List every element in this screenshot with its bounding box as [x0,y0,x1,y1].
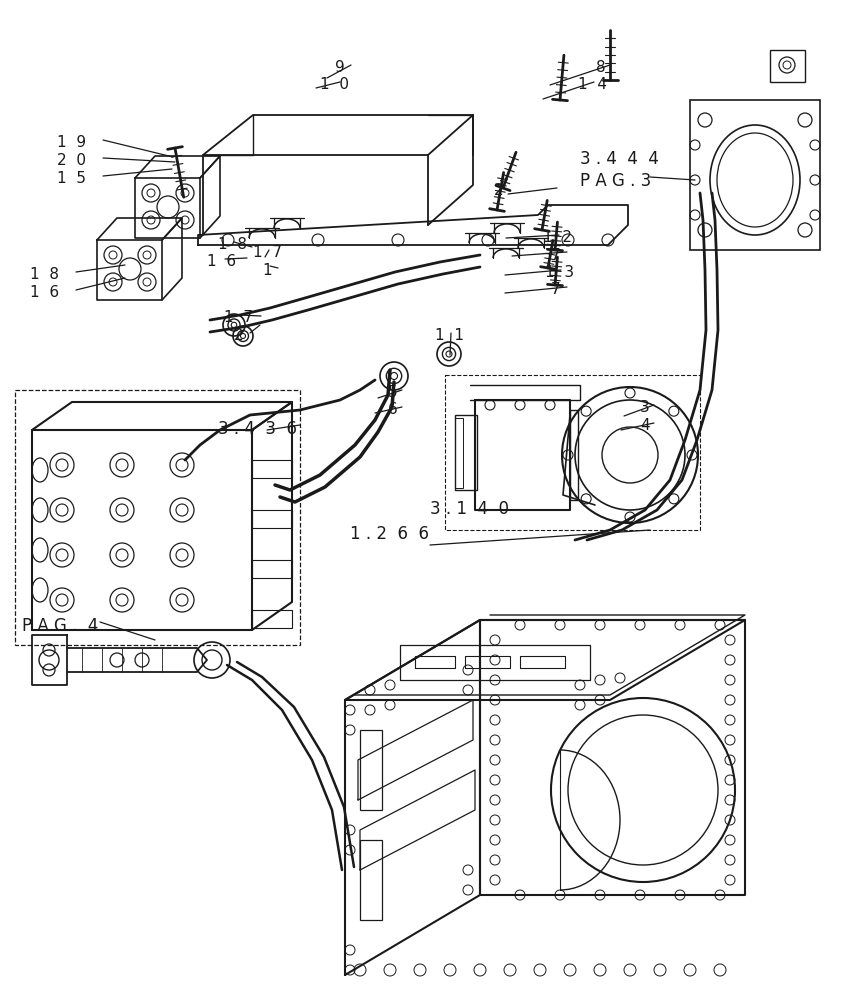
Text: 1: 1 [262,263,272,278]
Text: 1  6: 1 6 [207,254,236,269]
Text: 2: 2 [234,328,244,343]
Text: 2  0: 2 0 [57,153,86,168]
Text: 1  7: 1 7 [253,245,282,260]
Text: 1  7: 1 7 [224,310,253,325]
Text: 9: 9 [335,60,345,75]
Text: P A G .  4: P A G . 4 [22,617,98,635]
Bar [15,390,300,645]
Text: 1  0: 1 0 [320,77,349,92]
Bar [570,410,578,500]
Text: 1 . 2  6  6: 1 . 2 6 6 [350,525,429,543]
Bar [455,418,463,488]
Text: P A G . 3: P A G . 3 [580,172,651,190]
Text: 3 . 4  3  6: 3 . 4 3 6 [218,420,297,438]
Text: 1  9: 1 9 [57,135,86,150]
Text: 1  3: 1 3 [545,265,574,280]
Text: 3: 3 [640,400,650,415]
Bar [770,50,805,82]
Text: 1  2: 1 2 [543,230,572,245]
Text: 1  8: 1 8 [218,237,247,252]
Text: 1  4: 1 4 [578,77,607,92]
Bar [252,560,292,578]
Bar [252,510,292,528]
Text: 7: 7 [551,282,561,297]
Text: 1  1: 1 1 [435,328,464,343]
Text: 1  6: 1 6 [30,285,59,300]
Bar [252,460,292,478]
Text: 4: 4 [640,418,649,433]
Text: 1  5: 1 5 [57,171,86,186]
Text: 3 . 1  4  0: 3 . 1 4 0 [430,500,509,518]
Bar [360,730,382,810]
Bar [445,375,700,530]
Bar [252,610,292,628]
Text: 6: 6 [388,402,398,417]
Bar [360,840,382,920]
Text: 3 . 4  4  4: 3 . 4 4 4 [580,150,659,168]
Text: 2: 2 [494,183,503,198]
Text: 8: 8 [596,60,606,75]
Text: 7: 7 [551,248,561,263]
Text: 5: 5 [388,385,398,400]
Bar [455,415,477,490]
Text: 1  8: 1 8 [30,267,59,282]
Bar [690,100,820,250]
